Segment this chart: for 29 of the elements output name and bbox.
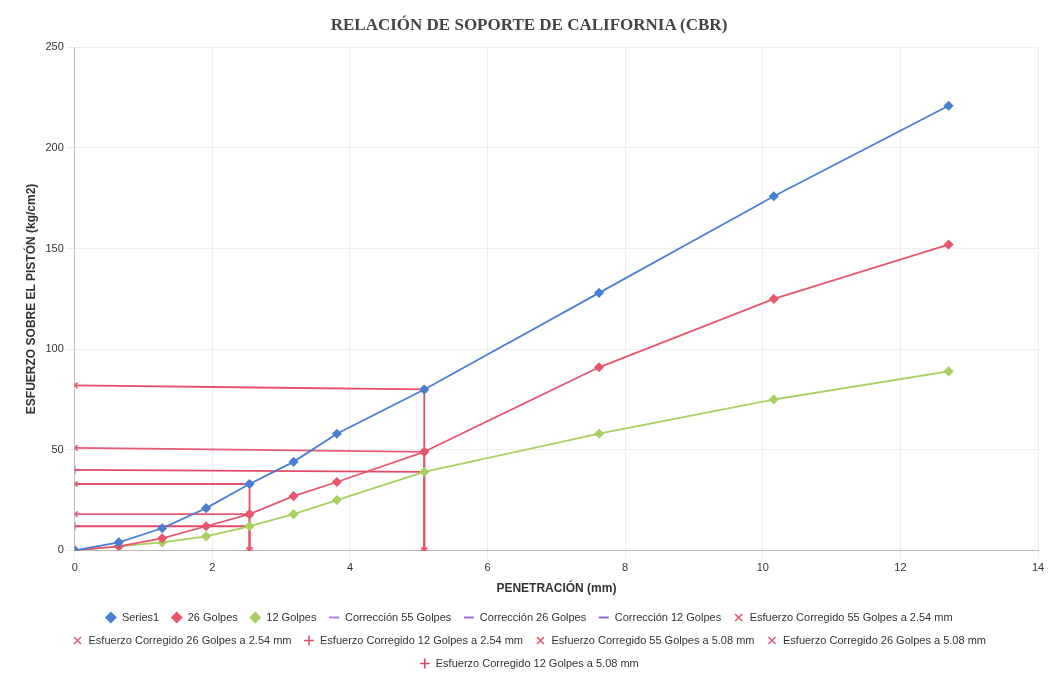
legend-label: Esfuerzo Corregido 26 Golpes a 5.08 mm	[782, 633, 986, 646]
legend-label: Esfuerzo Corregido 55 Golpes a 2.54 mm	[749, 610, 953, 623]
legend-label: Corrección 26 Golpes	[479, 610, 587, 623]
x-tick-label: 0	[71, 561, 78, 574]
chart-title: RELACIÓN DE SOPORTE DE CALIFORNIA (CBR)	[330, 14, 728, 34]
y-tick-label: 100	[45, 342, 64, 355]
legend-label: Series1	[121, 610, 160, 623]
y-tick-label: 250	[45, 40, 64, 53]
x-tick-label: 14	[1031, 561, 1045, 574]
y-tick-label: 50	[51, 442, 64, 455]
y-tick-label: 200	[45, 141, 64, 154]
x-tick-label: 10	[756, 561, 769, 574]
legend-label: Esfuerzo Corregido 26 Golpes a 2.54 mm	[88, 633, 292, 646]
legend-label: Esfuerzo Corregido 55 Golpes a 5.08 mm	[551, 633, 755, 646]
x-tick-label: 8	[622, 561, 629, 574]
legend-label: 26 Golpes	[187, 610, 239, 623]
x-tick-label: 4	[346, 561, 354, 574]
legend-label: Corrección 55 Golpes	[344, 610, 452, 623]
y-tick-label: 0	[57, 543, 64, 556]
x-axis-title: PENETRACIÓN (mm)	[496, 580, 617, 596]
x-tick-label: 6	[484, 561, 491, 574]
legend-label: Esfuerzo Corregido 12 Golpes a 5.08 mm	[435, 656, 639, 669]
y-tick-label: 150	[45, 241, 64, 254]
x-tick-label: 12	[894, 561, 907, 574]
y-axis-title: ESFUERZO SOBRE EL PISTÓN (kg/cm2)	[22, 183, 38, 415]
x-tick-label: 2	[209, 561, 216, 574]
legend-label: 12 Golpes	[266, 610, 317, 623]
legend-label: Corrección 12 Golpes	[614, 610, 722, 623]
legend-label: Esfuerzo Corregido 12 Golpes a 2.54 mm	[320, 633, 524, 646]
